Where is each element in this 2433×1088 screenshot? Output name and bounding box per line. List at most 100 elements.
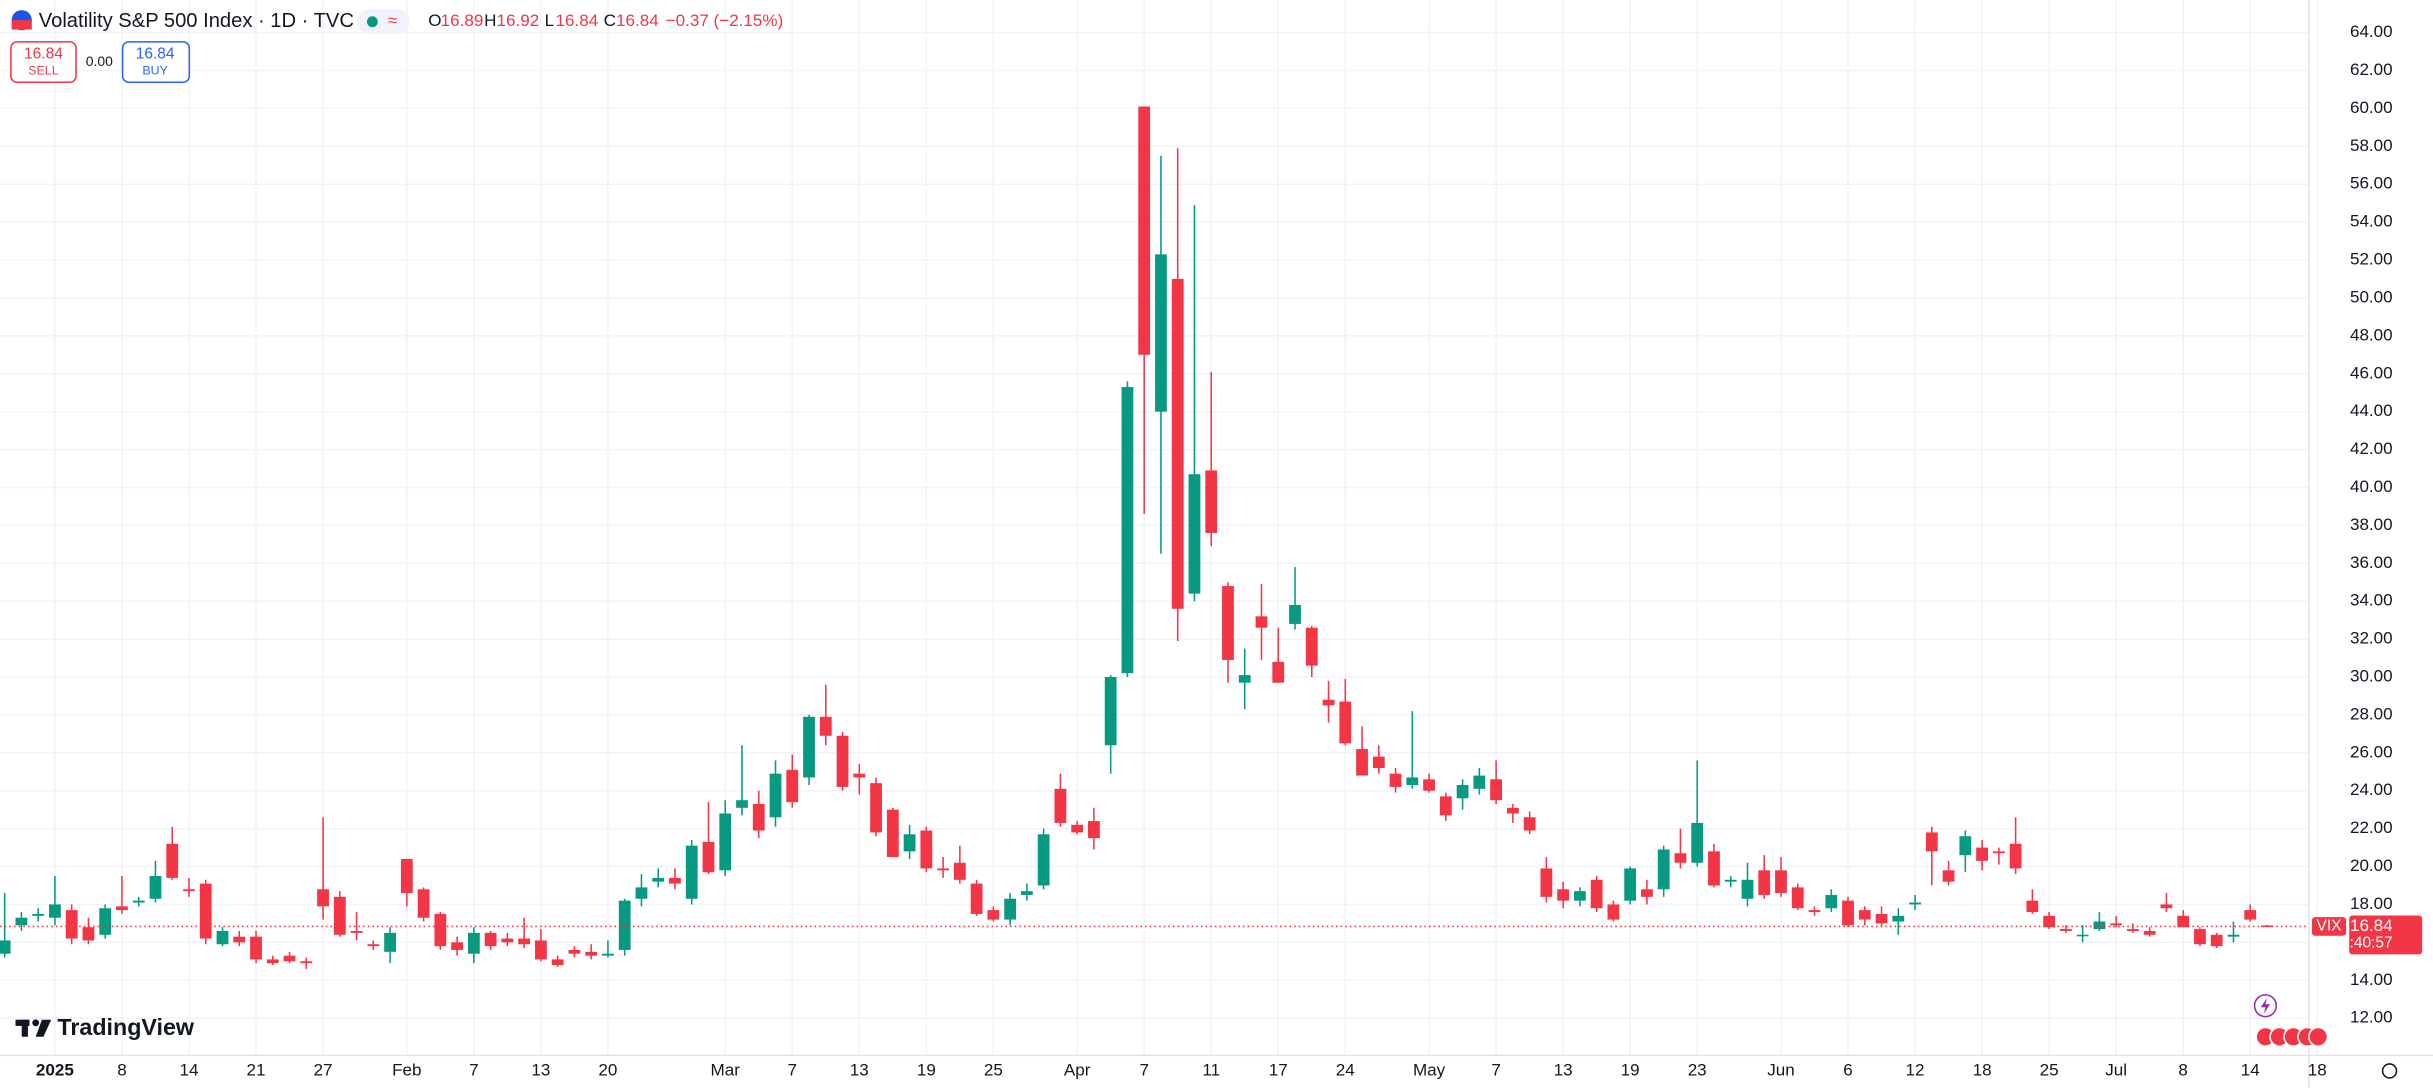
candle-body bbox=[1674, 853, 1687, 863]
x-tick-label: 8 bbox=[117, 1060, 126, 1079]
candle-body bbox=[2261, 925, 2273, 928]
candle-body bbox=[2194, 929, 2206, 945]
candle-body bbox=[1456, 785, 1469, 799]
x-tick-label: 20 bbox=[598, 1060, 617, 1079]
candle-body bbox=[1490, 779, 1503, 801]
y-tick-label: 20.00 bbox=[2350, 856, 2393, 875]
x-tick-label: 25 bbox=[984, 1060, 1003, 1079]
flag-event bbox=[2308, 1026, 2329, 1047]
low-label: L bbox=[545, 11, 554, 30]
candle-body bbox=[0, 940, 11, 954]
symbol-tag-box bbox=[2311, 917, 2347, 936]
candle-body bbox=[1071, 824, 1084, 833]
candle-body bbox=[501, 938, 514, 943]
candle-body bbox=[15, 917, 28, 926]
candle-body bbox=[400, 858, 413, 894]
candle-body bbox=[1842, 900, 1854, 926]
x-tick-label: 8 bbox=[2178, 1060, 2187, 1079]
x-tick-label: 13 bbox=[850, 1060, 869, 1079]
candle-body bbox=[1506, 807, 1519, 814]
candle-body bbox=[1372, 756, 1385, 768]
candle-body bbox=[1992, 851, 2005, 854]
candle-body bbox=[1171, 278, 1184, 609]
candle-body bbox=[2076, 934, 2089, 937]
x-tick-label: 19 bbox=[917, 1060, 936, 1079]
candle-body bbox=[1037, 834, 1050, 886]
candle-body bbox=[618, 900, 631, 950]
candle-body bbox=[1121, 387, 1134, 674]
high-value: 16.92 bbox=[497, 11, 540, 30]
candle-body bbox=[1641, 889, 1653, 897]
candle-body bbox=[417, 889, 430, 918]
candle-body bbox=[384, 932, 396, 952]
candle-body bbox=[602, 953, 614, 956]
y-tick-label: 48.00 bbox=[2350, 325, 2393, 344]
y-tick-label: 52.00 bbox=[2350, 250, 2393, 269]
candle-body bbox=[1942, 870, 1955, 882]
candle-body bbox=[1104, 677, 1117, 746]
sell-button[interactable] bbox=[10, 41, 77, 84]
sell-price: 16.84 bbox=[24, 45, 63, 62]
x-tick-label: Jul bbox=[2105, 1060, 2127, 1079]
flag-icon-stripe bbox=[11, 20, 32, 30]
y-tick-label: 58.00 bbox=[2350, 136, 2393, 155]
x-tick-label: Mar bbox=[711, 1060, 741, 1079]
candle-body bbox=[1657, 849, 1670, 890]
event-flags[interactable] bbox=[2255, 1026, 2329, 1047]
candle-body bbox=[1305, 627, 1318, 666]
y-tick-label: 24.00 bbox=[2350, 780, 2393, 799]
x-tick-label: 18 bbox=[1973, 1060, 1992, 1079]
x-tick-label: 7 bbox=[788, 1060, 797, 1079]
candle-body bbox=[2160, 904, 2173, 909]
candle-body bbox=[685, 845, 698, 899]
x-tick-label: 19 bbox=[1621, 1060, 1640, 1079]
candle-body bbox=[1004, 898, 1017, 920]
x-tick-label: 7 bbox=[1491, 1060, 1500, 1079]
candle-body bbox=[1775, 870, 1787, 894]
buy-button[interactable] bbox=[121, 41, 191, 84]
candle-body bbox=[1557, 889, 1570, 901]
close-value: 16.84 bbox=[616, 11, 659, 30]
candle-body bbox=[317, 889, 329, 907]
candle-body bbox=[786, 769, 799, 803]
candle-body bbox=[1322, 699, 1335, 706]
candle-body bbox=[752, 803, 765, 831]
x-tick-label: 14 bbox=[2241, 1060, 2260, 1079]
candle-body bbox=[1439, 796, 1452, 816]
y-tick-label: 54.00 bbox=[2350, 212, 2393, 231]
y-tick-label: 18.00 bbox=[2350, 894, 2393, 913]
candle-body bbox=[669, 877, 681, 884]
y-tick-label: 46.00 bbox=[2350, 363, 2393, 382]
candle-body bbox=[199, 883, 212, 939]
settings-icon[interactable] bbox=[2381, 1063, 2398, 1079]
candle-body bbox=[585, 951, 598, 956]
y-tick-label: 36.00 bbox=[2350, 553, 2393, 572]
candle-body bbox=[183, 889, 195, 892]
candle-body bbox=[1808, 910, 1821, 913]
candle-body bbox=[1691, 822, 1704, 863]
candle-body bbox=[2244, 910, 2257, 920]
low-value: 16.84 bbox=[555, 11, 598, 30]
candle-body bbox=[719, 813, 732, 871]
x-tick-label: 21 bbox=[247, 1060, 266, 1079]
candle-body bbox=[1976, 847, 1988, 861]
candle-body bbox=[116, 906, 128, 911]
y-tick-label: 42.00 bbox=[2350, 439, 2393, 458]
candle-body bbox=[1054, 788, 1067, 823]
status-pill[interactable] bbox=[356, 9, 410, 35]
candle-body bbox=[987, 910, 1000, 920]
candle-body bbox=[769, 773, 782, 818]
candle-body bbox=[2127, 929, 2139, 931]
x-tick-label: Jun bbox=[1767, 1060, 1795, 1079]
candle-body bbox=[1020, 891, 1033, 895]
candle-body bbox=[82, 927, 95, 941]
market-open-dot bbox=[366, 16, 378, 28]
candle-body bbox=[1858, 910, 1871, 920]
y-tick-label: 56.00 bbox=[2350, 174, 2393, 193]
candle-body bbox=[551, 959, 564, 966]
y-tick-label: 14.00 bbox=[2350, 970, 2393, 989]
candle-body bbox=[1356, 749, 1368, 776]
candle-body bbox=[870, 783, 882, 833]
candle-body bbox=[886, 809, 899, 858]
